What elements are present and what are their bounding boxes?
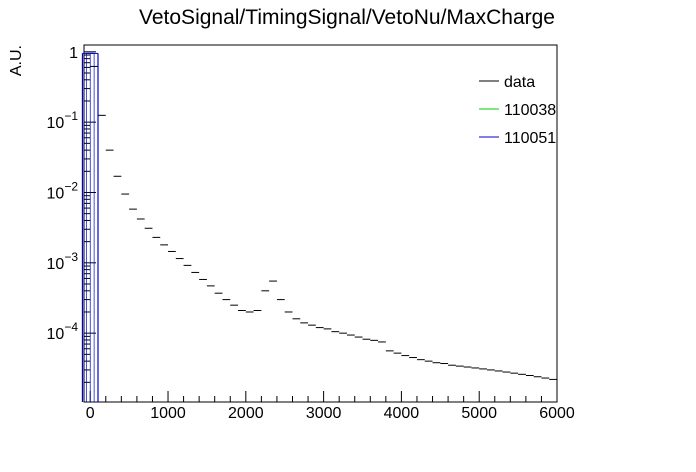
x-tick-label: 3000	[306, 405, 342, 422]
plot-frame	[83, 44, 558, 403]
y-tick-label: 10−4	[47, 320, 79, 343]
y-axis-ticks: 1 10−1 10−2 10−3 10−4	[47, 45, 96, 383]
series-layer	[81, 52, 557, 402]
x-tick-label: 5000	[461, 405, 497, 422]
legend-label: 110051	[504, 130, 556, 147]
y-tick-label: 10−3	[47, 250, 79, 273]
legend-label: data	[504, 74, 535, 91]
y-tick-label: 10−1	[47, 109, 79, 132]
legend: data 110038 110051	[479, 74, 556, 147]
y-tick-label: 10−2	[47, 179, 79, 202]
x-tick-label: 6000	[539, 405, 575, 422]
y-axis-label: A.U.	[8, 45, 25, 76]
legend-label: 110038	[504, 102, 556, 119]
x-axis-ticks: 0 1000 2000 3000 4000 5000 6000	[86, 391, 575, 422]
x-tick-label: 1000	[150, 405, 186, 422]
y-tick-label: 1	[69, 45, 78, 62]
chart-title: VetoSignal/TimingSignal/VetoNu/MaxCharge	[139, 6, 555, 29]
x-tick-label: 4000	[384, 405, 420, 422]
x-tick-label: 0	[86, 405, 95, 422]
x-tick-label: 2000	[228, 405, 264, 422]
